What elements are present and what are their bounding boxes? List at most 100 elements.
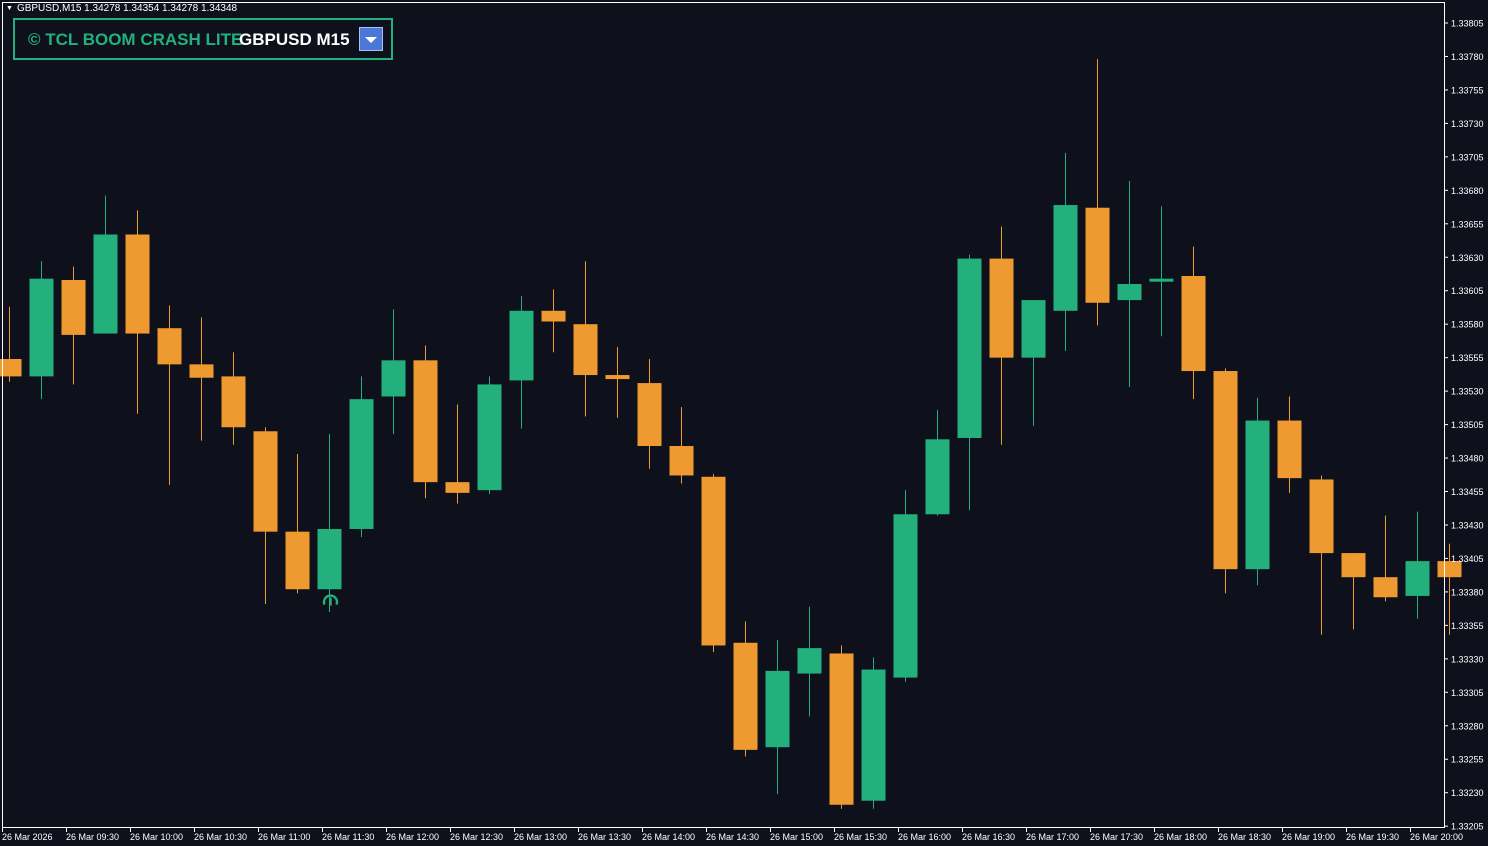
price-tick: 1.33380 bbox=[1444, 587, 1484, 597]
time-tick: 26 Mar 10:30 bbox=[194, 828, 247, 842]
time-tick: 26 Mar 14:30 bbox=[706, 828, 759, 842]
signal-arc bbox=[322, 594, 339, 606]
time-tick-label: 26 Mar 14:30 bbox=[706, 832, 759, 842]
price-tick-label: 1.33605 bbox=[1451, 286, 1484, 296]
price-tick-label: 1.33205 bbox=[1451, 822, 1484, 832]
candle-body bbox=[509, 310, 534, 381]
price-tick: 1.33280 bbox=[1444, 721, 1484, 731]
candle-body bbox=[253, 431, 278, 532]
price-tick-label: 1.33555 bbox=[1451, 353, 1484, 363]
time-tick-label: 26 Mar 12:00 bbox=[386, 832, 439, 842]
time-tick: 26 Mar 16:00 bbox=[898, 828, 951, 842]
time-tick: 26 Mar 09:30 bbox=[66, 828, 119, 842]
signal-stem bbox=[873, 763, 876, 772]
candle bbox=[829, 645, 854, 809]
candle bbox=[1341, 553, 1366, 630]
candle bbox=[445, 404, 470, 504]
price-tick: 1.33505 bbox=[1444, 420, 1484, 430]
price-tick: 1.33680 bbox=[1444, 186, 1484, 196]
collapse-triangle-icon[interactable]: ▼ bbox=[6, 5, 13, 12]
candle bbox=[1213, 368, 1238, 594]
candle bbox=[957, 254, 982, 511]
time-tick-label: 26 Mar 17:30 bbox=[1090, 832, 1143, 842]
time-tick: 26 Mar 11:30 bbox=[322, 828, 374, 842]
time-tick: 26 Mar 17:00 bbox=[1026, 828, 1079, 842]
candle-body bbox=[317, 528, 342, 590]
price-tick-label: 1.33655 bbox=[1451, 219, 1484, 229]
candle-body bbox=[1245, 420, 1270, 570]
candle-body bbox=[637, 383, 662, 446]
indicator-brand-label: © TCL BOOM CRASH LITE bbox=[28, 30, 243, 49]
candle-body bbox=[829, 653, 854, 805]
price-tick: 1.33780 bbox=[1444, 52, 1484, 62]
price-tick-label: 1.33580 bbox=[1451, 320, 1484, 330]
time-tick-label: 26 Mar 15:30 bbox=[834, 832, 887, 842]
price-tick-label: 1.33355 bbox=[1451, 621, 1484, 631]
time-tick-label: 26 Mar 14:00 bbox=[642, 832, 695, 842]
candle bbox=[317, 433, 342, 612]
candle-body bbox=[573, 324, 598, 376]
candle-body bbox=[605, 375, 630, 380]
candle bbox=[509, 296, 534, 429]
symbol-header[interactable]: ▼ GBPUSD,M15 1.34278 1.34354 1.34278 1.34… bbox=[6, 3, 237, 14]
time-tick-label: 26 Mar 11:00 bbox=[258, 832, 310, 842]
price-tick-label: 1.33680 bbox=[1451, 186, 1484, 196]
time-tick-label: 26 Mar 18:00 bbox=[1154, 832, 1207, 842]
candle-body bbox=[861, 669, 886, 801]
candle-body bbox=[445, 482, 470, 493]
price-tick-label: 1.33305 bbox=[1451, 688, 1484, 698]
signal-marker-icon bbox=[322, 594, 339, 606]
time-tick-label: 26 Mar 11:30 bbox=[322, 832, 374, 842]
candles-layer bbox=[0, 59, 1462, 809]
price-tick: 1.33455 bbox=[1444, 487, 1484, 497]
candle bbox=[413, 345, 438, 499]
candle-body bbox=[1373, 577, 1398, 598]
price-tick: 1.33580 bbox=[1444, 320, 1484, 330]
price-tick-label: 1.33455 bbox=[1451, 487, 1484, 497]
candle bbox=[989, 226, 1014, 445]
candle-body bbox=[1277, 420, 1302, 479]
candle bbox=[0, 306, 22, 382]
dropdown-button[interactable] bbox=[359, 27, 383, 51]
time-tick-label: 26 Mar 16:00 bbox=[898, 832, 951, 842]
time-tick: 26 Mar 10:00 bbox=[130, 828, 183, 842]
price-tick: 1.33805 bbox=[1444, 19, 1484, 29]
price-tick: 1.33555 bbox=[1444, 353, 1484, 363]
candle bbox=[669, 407, 694, 484]
price-tick-label: 1.33755 bbox=[1451, 85, 1484, 95]
candle bbox=[1277, 396, 1302, 493]
candle bbox=[1117, 180, 1142, 388]
time-tick-label: 26 Mar 20:00 bbox=[1410, 832, 1463, 842]
signals-layer bbox=[322, 594, 883, 772]
time-tick: 26 Mar 14:00 bbox=[642, 828, 695, 842]
time-tick: 26 Mar 16:30 bbox=[962, 828, 1015, 842]
candle bbox=[189, 317, 214, 441]
signal-stem bbox=[329, 597, 332, 606]
candle bbox=[93, 195, 118, 334]
candle-body bbox=[1117, 284, 1142, 301]
price-tick-label: 1.33505 bbox=[1451, 420, 1484, 430]
price-tick-label: 1.33405 bbox=[1451, 554, 1484, 564]
time-tick-label: 26 Mar 19:30 bbox=[1346, 832, 1399, 842]
time-tick: 26 Mar 18:00 bbox=[1154, 828, 1207, 842]
time-tick-label: 26 Mar 15:00 bbox=[770, 832, 823, 842]
candle bbox=[381, 309, 406, 434]
candle-body bbox=[381, 360, 406, 397]
candle-body bbox=[0, 358, 22, 377]
candle-body bbox=[1149, 278, 1174, 282]
price-tick: 1.33330 bbox=[1444, 654, 1484, 664]
candle bbox=[541, 289, 566, 353]
time-tick-label: 26 Mar 13:30 bbox=[578, 832, 631, 842]
candle-body bbox=[1213, 371, 1238, 570]
candle bbox=[733, 621, 758, 757]
symbol-timeframe-label: GBPUSD M15 bbox=[239, 30, 350, 49]
candle bbox=[797, 606, 822, 717]
candle-body bbox=[957, 258, 982, 438]
time-tick-label: 26 Mar 18:30 bbox=[1218, 832, 1271, 842]
candle bbox=[1437, 543, 1462, 635]
candle bbox=[637, 358, 662, 469]
time-tick: 26 Mar 20:00 bbox=[1410, 828, 1463, 842]
candle-body bbox=[989, 258, 1014, 358]
indicator-panel[interactable]: © TCL BOOM CRASH LITE GBPUSD M15 bbox=[13, 18, 393, 60]
